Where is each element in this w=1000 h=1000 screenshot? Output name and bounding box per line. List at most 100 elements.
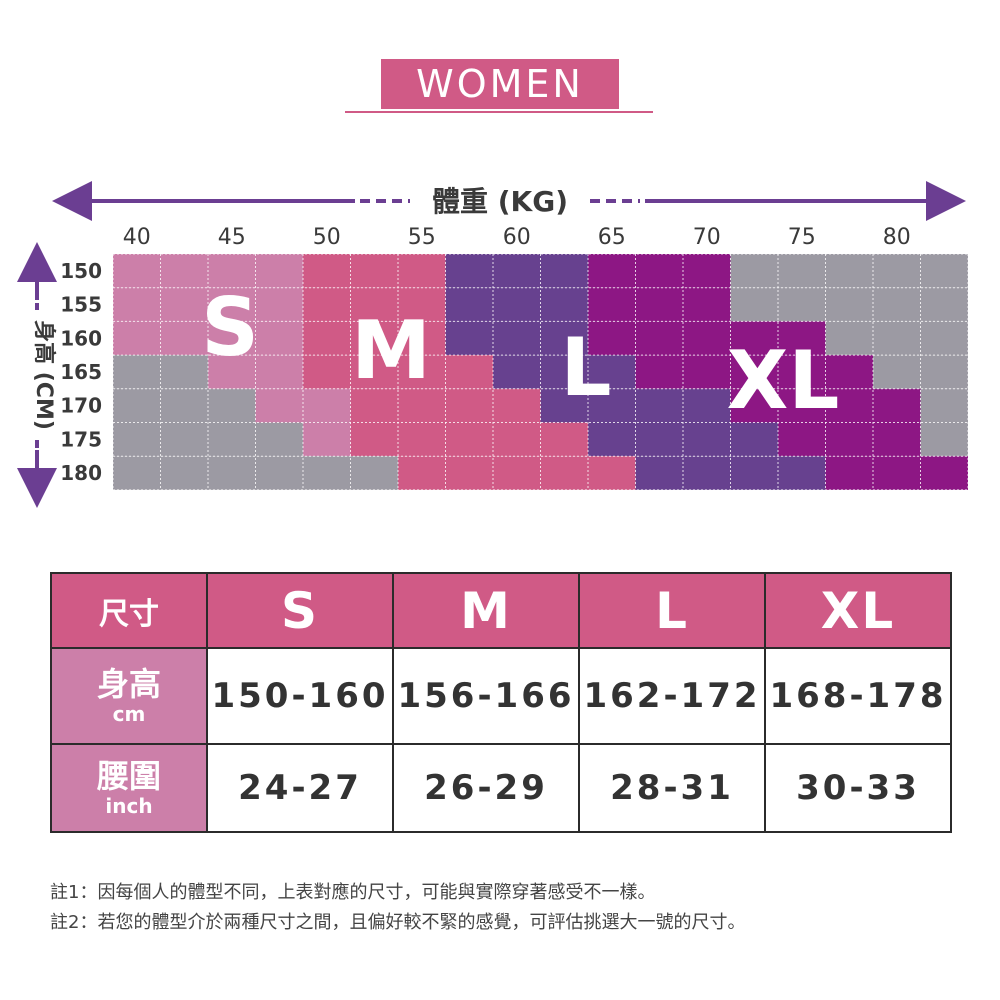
grid-cell <box>350 254 398 288</box>
y-tick-label: 160 <box>60 326 102 350</box>
grid-cell <box>635 321 683 356</box>
header-size-label: 尺寸 <box>50 572 208 649</box>
x-tick-label: 80 <box>883 225 911 250</box>
grid-cell <box>160 388 208 423</box>
grid-cell <box>160 355 208 389</box>
size-table: 尺寸 S M L XL 身高 cm 150-160 156-166 162-17… <box>50 572 952 833</box>
grid-cell <box>730 287 778 322</box>
grid-cell <box>825 456 873 490</box>
grid-cell <box>540 422 588 457</box>
grid-cell <box>683 355 731 389</box>
x-tick-label: 75 <box>788 225 816 250</box>
grid-cell <box>445 254 493 288</box>
grid-cell <box>730 321 778 356</box>
grid-cell <box>540 456 588 490</box>
grid-cell <box>398 388 446 423</box>
note-1: 註1：因每個人的體型不同，上表對應的尺寸，可能與實際穿著感受不一樣。 <box>50 882 656 903</box>
x-tick-label: 50 <box>313 225 341 250</box>
grid-cell <box>588 388 636 423</box>
grid-cell <box>683 287 731 322</box>
grid-cell <box>920 287 968 322</box>
page-title: WOMEN <box>416 62 584 106</box>
grid-cell <box>398 254 446 288</box>
grid-cell <box>920 422 968 457</box>
grid-cell <box>113 388 161 423</box>
grid-cell <box>683 388 731 423</box>
grid-cell <box>825 422 873 457</box>
grid-cell <box>493 388 541 423</box>
grid-cell <box>208 388 256 423</box>
table-cell: 26-29 <box>392 743 580 833</box>
grid-cell <box>683 456 731 490</box>
grid-cell <box>540 254 588 288</box>
table-row: 腰圍 inch 24-27 26-29 28-31 30-33 <box>50 743 952 833</box>
grid-cell <box>303 422 351 457</box>
table-cell: 28-31 <box>578 743 766 833</box>
grid-cell <box>540 287 588 322</box>
grid-cell <box>920 388 968 423</box>
grid-cell <box>588 456 636 490</box>
row-label-height: 身高 cm <box>50 647 208 745</box>
grid-cell <box>493 254 541 288</box>
x-tick-label: 65 <box>598 225 626 250</box>
grid-cell <box>540 388 588 423</box>
grid-cell <box>683 254 731 288</box>
table-header-row: 尺寸 S M L XL <box>50 572 952 649</box>
grid-cell <box>730 456 778 490</box>
grid-cell <box>445 388 493 423</box>
grid-cell <box>635 355 683 389</box>
size-chart: 體重 (KG) 身高 (CM) 40 45 50 55 60 65 70 75 80 150 155 1… <box>16 181 969 508</box>
grid-cell <box>635 287 683 322</box>
grid-cell <box>778 254 826 288</box>
grid-cell <box>113 422 161 457</box>
grid-cell <box>398 456 446 490</box>
y-tick-label: 150 <box>60 259 102 283</box>
grid-cell <box>445 321 493 356</box>
grid-cell <box>730 355 778 389</box>
grid-cell <box>493 355 541 389</box>
grid-cell <box>113 287 161 322</box>
grid-cell <box>350 456 398 490</box>
grid-cell <box>873 355 921 389</box>
grid-cell <box>588 355 636 389</box>
grid-cell <box>920 254 968 288</box>
grid-cell <box>113 355 161 389</box>
grid-cell <box>160 254 208 288</box>
grid-cell <box>398 355 446 389</box>
grid-cell <box>255 388 303 423</box>
grid-cell <box>778 456 826 490</box>
grid-cell <box>730 422 778 457</box>
header-size-s: S <box>206 572 394 649</box>
grid-cell <box>160 287 208 322</box>
grid-cell <box>493 287 541 322</box>
grid-cell <box>398 422 446 457</box>
grid-cell <box>683 321 731 356</box>
grid-cell <box>635 254 683 288</box>
grid-cell <box>350 422 398 457</box>
grid-cell <box>635 422 683 457</box>
grid-cell <box>920 355 968 389</box>
grid-cell <box>493 422 541 457</box>
grid-cell <box>303 321 351 356</box>
header-size-xl: XL <box>764 572 952 649</box>
grid-cell <box>255 355 303 389</box>
grid-cell <box>303 355 351 389</box>
x-tick-label: 45 <box>218 225 246 250</box>
y-tick-label: 180 <box>60 461 102 485</box>
table-cell: 168-178 <box>764 647 952 745</box>
x-tick-label: 60 <box>503 225 531 250</box>
grid-cell <box>350 321 398 356</box>
grid-cell <box>873 456 921 490</box>
grid-cell <box>825 355 873 389</box>
grid-cell <box>303 254 351 288</box>
header-size-l: L <box>578 572 766 649</box>
grid-cell <box>873 321 921 356</box>
table-cell: 156-166 <box>392 647 580 745</box>
grid-cell <box>208 287 256 322</box>
grid-cell <box>208 422 256 457</box>
grid-cell <box>445 287 493 322</box>
grid-cell <box>873 388 921 423</box>
grid-cell <box>208 321 256 356</box>
size-label-l: L <box>561 321 612 414</box>
grid-cell <box>635 456 683 490</box>
